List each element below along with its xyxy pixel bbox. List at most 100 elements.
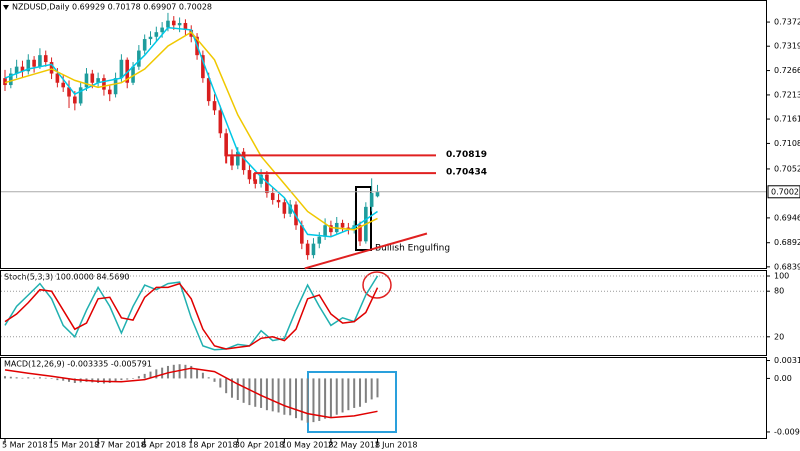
candle-body xyxy=(288,204,292,214)
macd-bar xyxy=(213,378,216,382)
macd-bar xyxy=(73,378,76,383)
x-tick-label: 15 Mar 2018 xyxy=(49,441,100,450)
candle-body xyxy=(201,55,205,79)
macd-bar xyxy=(33,377,36,379)
candle-body xyxy=(218,110,223,134)
macd-bar xyxy=(143,373,146,379)
x-tick-label: 30 Apr 2018 xyxy=(235,441,284,450)
candle-body xyxy=(32,59,36,67)
candle-body xyxy=(20,66,25,72)
candle-body xyxy=(119,59,124,79)
candle-body xyxy=(49,62,54,74)
macd-bar xyxy=(370,378,373,400)
macd-panel xyxy=(0,357,767,439)
macd-bar xyxy=(242,378,245,403)
candle-body xyxy=(113,78,118,95)
candle-body xyxy=(323,225,327,237)
candle-body xyxy=(90,73,95,83)
x-tick-label: 27 Mar 2018 xyxy=(95,441,146,450)
y-tick-label: 20 xyxy=(774,332,784,341)
macd-bar xyxy=(108,378,111,383)
candle-body xyxy=(55,73,60,83)
indicator-line xyxy=(4,26,378,238)
annotation: Bullish Engulfing xyxy=(375,244,450,254)
candle-body xyxy=(166,20,170,28)
indicator-line xyxy=(4,282,379,350)
macd-bar xyxy=(56,378,59,381)
candle-body xyxy=(224,133,228,157)
y-tick-label: -0.009434 xyxy=(774,427,800,436)
macd-bar xyxy=(335,378,338,415)
candle-body xyxy=(270,193,275,200)
x-tick-label: 10 May 2018 xyxy=(281,441,333,450)
macd-bar xyxy=(120,378,123,381)
macd-bar xyxy=(347,378,350,411)
y-tick-label: 0.68395 xyxy=(774,262,800,271)
macd-bar xyxy=(161,367,164,379)
macd-bar xyxy=(190,365,193,379)
macd-bar xyxy=(155,369,158,379)
resistance-label: 0.70434 xyxy=(446,168,487,178)
trendline xyxy=(304,232,428,270)
macd-bar xyxy=(225,378,228,394)
candle-body xyxy=(26,59,31,72)
x-tick-label: 5 Mar 2018 xyxy=(2,441,48,450)
candle-body xyxy=(84,73,89,88)
macd-bar xyxy=(248,378,251,406)
candle-body xyxy=(142,39,147,51)
macd-bar xyxy=(219,378,222,388)
candle-body xyxy=(206,78,211,102)
macd-bar xyxy=(283,378,286,415)
candle-body xyxy=(305,243,310,256)
macd-title: MACD(12,26,9) -0.003335 -0.005791 xyxy=(4,360,152,369)
macd-bar xyxy=(329,378,332,418)
menu-icon[interactable] xyxy=(3,5,9,10)
macd-bar xyxy=(295,378,297,419)
candle-body xyxy=(183,22,188,30)
candle-body xyxy=(241,151,246,171)
macd-bar xyxy=(207,377,210,379)
macd-bar xyxy=(27,377,30,379)
macd-bar xyxy=(126,378,129,380)
macd-bar xyxy=(260,378,263,408)
macd-bar xyxy=(271,378,274,412)
x-tick-label: 18 Apr 2018 xyxy=(188,441,237,450)
candle-body xyxy=(43,55,48,63)
candle-body xyxy=(73,96,77,104)
x-tick-label: 1 Jun 2018 xyxy=(374,441,417,450)
candle-body xyxy=(160,27,164,33)
macd-bar xyxy=(236,378,239,400)
macd-bar xyxy=(359,378,362,407)
candle-body xyxy=(329,225,333,233)
macd-bar xyxy=(21,377,24,379)
macd-bar xyxy=(9,376,12,379)
candle-body xyxy=(369,193,374,207)
macd-bar xyxy=(230,378,233,398)
macd-bar xyxy=(318,378,321,421)
x-tick-label: 22 May 2018 xyxy=(328,441,380,450)
candle-body xyxy=(78,87,83,104)
candle-body xyxy=(171,20,176,26)
macd-bar xyxy=(324,378,327,419)
macd-bar xyxy=(132,378,135,379)
candle-body xyxy=(230,156,234,166)
macd-bar xyxy=(137,376,140,379)
macd-bar xyxy=(114,378,117,382)
macd-bar xyxy=(364,378,367,403)
candle-body xyxy=(236,151,240,166)
indicator-line xyxy=(4,367,378,419)
candle-body xyxy=(96,78,100,83)
candle-body xyxy=(67,87,71,97)
candle-body xyxy=(61,82,65,88)
y-tick-label: 100 xyxy=(774,272,789,281)
current-price-label: 0.70028 xyxy=(771,187,800,196)
candle-body xyxy=(148,36,153,40)
y-tick-label: 0.00 xyxy=(774,374,792,383)
macd-bar xyxy=(265,378,268,411)
y-tick-label: 80 xyxy=(774,287,784,296)
resistance-label: 0.70819 xyxy=(446,150,487,160)
